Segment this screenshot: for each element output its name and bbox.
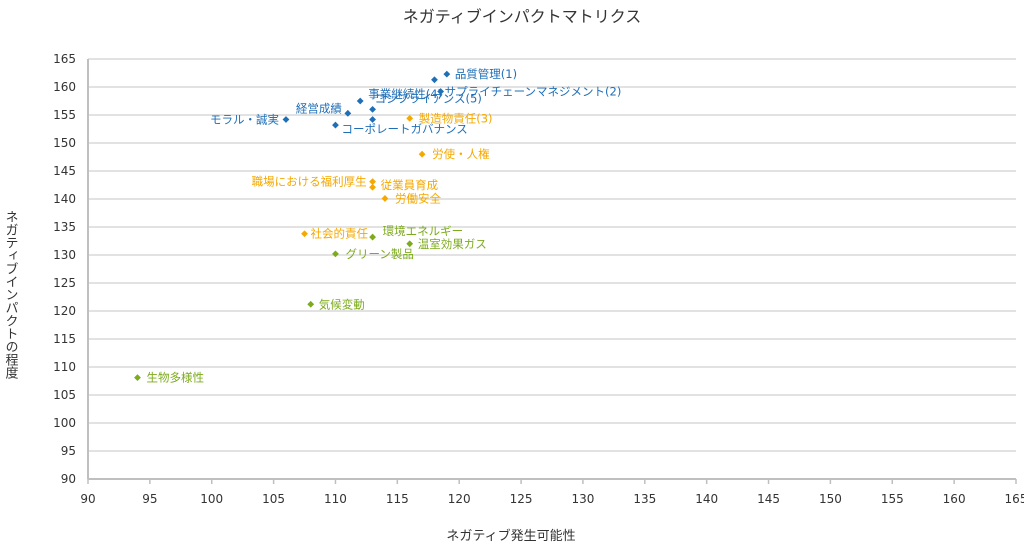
tick-labels: 90 95 100 105 110 115 120 125 130 135 140 145 150 155… bbox=[53, 52, 1024, 506]
data-label: 労働安全 bbox=[395, 191, 441, 205]
y-tick-label: 100 bbox=[53, 416, 76, 430]
data-label: コンプライアンス(5) bbox=[375, 91, 482, 105]
x-tick-label: 165 bbox=[1005, 492, 1024, 506]
data-point bbox=[418, 150, 426, 158]
y-tick-label: 125 bbox=[53, 276, 76, 290]
data-label: モラル・誠実 bbox=[210, 112, 279, 126]
x-tick-label: 110 bbox=[324, 492, 347, 506]
data-point bbox=[332, 250, 339, 258]
data-label: 事業継続性(4) bbox=[368, 87, 442, 101]
y-tick-label: 165 bbox=[53, 52, 76, 66]
data-point bbox=[356, 97, 364, 105]
y-tick-label: 145 bbox=[53, 164, 76, 178]
data-point bbox=[369, 106, 376, 113]
x-tick-label: 130 bbox=[571, 492, 594, 506]
data-label: 従業員育成 bbox=[381, 178, 439, 192]
y-tick-label: 135 bbox=[53, 220, 76, 234]
x-tick-label: 115 bbox=[386, 492, 409, 506]
data-point bbox=[301, 230, 308, 238]
x-tick-label: 100 bbox=[200, 492, 223, 506]
data-points: 品質管理(1) サプライチェーンマネジメント(2)事業継続性(4)コンプライアンス… bbox=[134, 67, 621, 385]
x-tick-label: 155 bbox=[881, 492, 904, 506]
x-tick-label: 90 bbox=[80, 492, 95, 506]
data-point bbox=[437, 88, 445, 95]
x-axis-title: ネガティブ発生可能性 bbox=[446, 528, 575, 544]
y-tick-label: 120 bbox=[53, 304, 76, 318]
x-tick-label: 105 bbox=[262, 492, 285, 506]
data-point bbox=[134, 374, 141, 382]
data-label: 経営成績 bbox=[296, 101, 342, 115]
y-tick-label: 90 bbox=[61, 472, 76, 486]
chart-title: ネガティブインパクトマトリクス bbox=[403, 7, 642, 26]
data-point bbox=[282, 116, 290, 123]
x-tick-label: 160 bbox=[943, 492, 966, 506]
data-label: 品質管理(1) bbox=[455, 67, 517, 81]
data-point bbox=[381, 195, 389, 202]
data-point bbox=[332, 121, 339, 129]
y-tick-label: 110 bbox=[53, 360, 76, 374]
data-label: 温室効果ガス bbox=[418, 237, 487, 251]
x-tick-label: 125 bbox=[510, 492, 533, 506]
data-label: 環境エネルギー bbox=[383, 224, 464, 238]
data-label: サプライチェーンマネジメント(2) bbox=[445, 84, 622, 98]
x-tick-label: 135 bbox=[633, 492, 656, 506]
x-tick-label: 95 bbox=[142, 492, 157, 506]
data-point bbox=[369, 178, 376, 186]
data-point bbox=[406, 240, 414, 248]
x-tick-label: 145 bbox=[757, 492, 780, 506]
y-tick-label: 95 bbox=[61, 444, 76, 458]
data-label: 職場における福利厚生 bbox=[252, 175, 367, 189]
y-tick-label: 150 bbox=[53, 136, 76, 150]
data-point bbox=[431, 76, 438, 84]
x-tick-label: 140 bbox=[695, 492, 718, 506]
y-tick-label: 155 bbox=[53, 108, 76, 122]
x-tick-label: 120 bbox=[448, 492, 471, 506]
data-point bbox=[369, 233, 376, 241]
data-label: 労使・人権 bbox=[432, 147, 490, 161]
data-label: グリーン製品 bbox=[345, 247, 413, 261]
y-tick-label: 140 bbox=[53, 192, 76, 206]
data-point bbox=[344, 109, 352, 117]
data-point bbox=[406, 114, 414, 122]
y-axis-title: ネガティブインパクトの程度 bbox=[3, 210, 19, 379]
y-tick-label: 105 bbox=[53, 388, 76, 402]
y-tick-label: 115 bbox=[53, 332, 76, 346]
data-point bbox=[443, 70, 451, 78]
data-label: 社会的責任 bbox=[311, 227, 369, 241]
x-tick-label: 150 bbox=[819, 492, 842, 506]
data-label: 製造物責任(3) bbox=[419, 111, 493, 125]
data-point bbox=[369, 183, 376, 191]
y-tick-label: 130 bbox=[53, 248, 76, 262]
y-tick-label: 160 bbox=[53, 80, 76, 94]
grid bbox=[87, 58, 1017, 484]
data-point bbox=[369, 116, 376, 123]
data-label: 生物多様性 bbox=[146, 371, 204, 385]
data-point bbox=[307, 300, 315, 308]
data-label: コーポレートガバナンス bbox=[341, 122, 467, 136]
data-label: 気候変動 bbox=[319, 297, 365, 311]
